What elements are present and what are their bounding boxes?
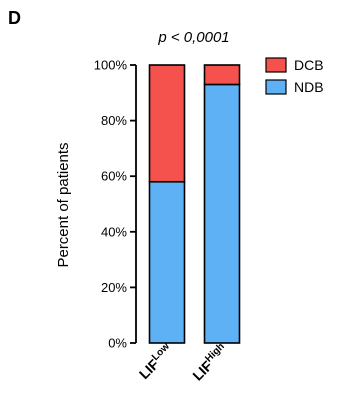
bar-ndb-high: [203, 83, 241, 344]
y-tick-label-60: 60%: [101, 169, 127, 184]
y-tick-label-0: 0%: [108, 336, 127, 351]
y-tick-label-80: 80%: [101, 113, 127, 128]
y-tick-label-20: 20%: [101, 280, 127, 295]
bar-ndb-low: [148, 180, 186, 344]
legend: DCB NDB: [265, 57, 324, 95]
legend-swatch-ndb: [265, 79, 287, 95]
y-axis-title: Percent of patients: [55, 142, 72, 267]
y-tick-label-40: 40%: [101, 224, 127, 239]
y-tick-label-100: 100%: [94, 58, 128, 73]
legend-label-dcb: DCB: [294, 57, 324, 73]
x-category-label-high: LIFHigh: [189, 341, 232, 384]
p-value-annotation: p < 0,0001: [157, 29, 229, 46]
x-category-label-low: LIFLow: [135, 341, 176, 382]
panel-letter: D: [8, 8, 21, 28]
bar-dcb-low: [148, 64, 186, 183]
bar-dcb-high: [203, 64, 241, 86]
plot-area: 0% 20% 40% 60% 80% 100% LIFLow LIFHigh: [94, 58, 241, 384]
legend-swatch-dcb: [265, 57, 287, 73]
legend-label-ndb: NDB: [294, 79, 324, 95]
